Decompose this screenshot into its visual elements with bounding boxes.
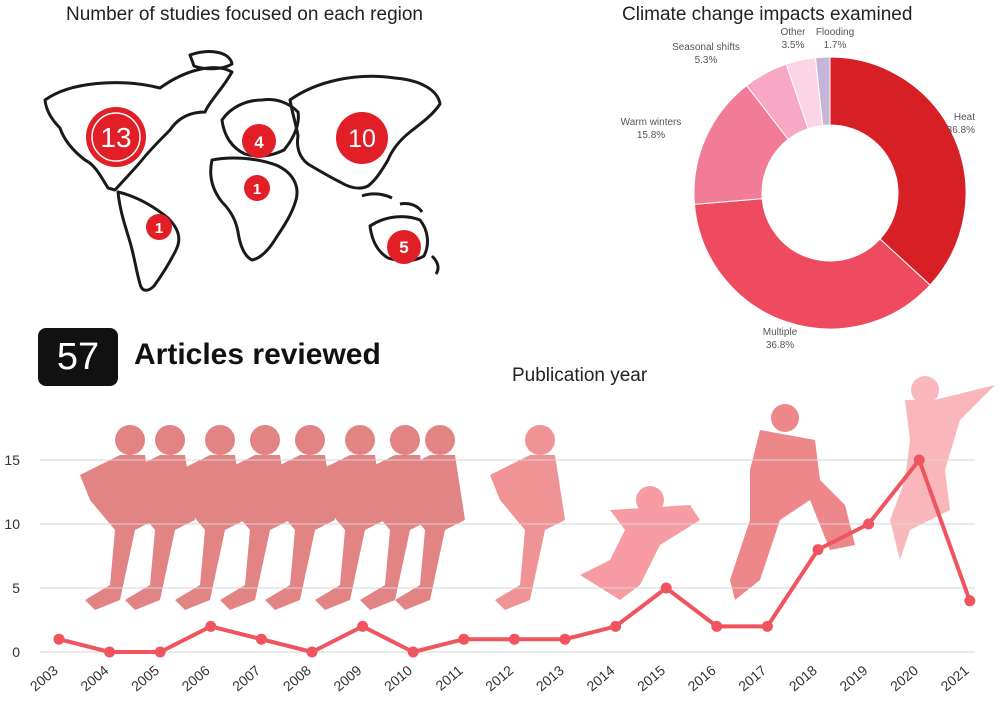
x-tick-label: 2011 — [432, 662, 466, 694]
donut-slice-multiple — [693, 198, 931, 330]
y-tick-label: 5 — [12, 580, 20, 596]
slice-label: Multiple — [763, 327, 798, 338]
runner-silhouette — [890, 376, 995, 560]
data-point-2003 — [53, 633, 65, 645]
continent-africa — [209, 156, 299, 262]
slice-percent: 3.5% — [782, 40, 805, 51]
count-south-america: 1 — [155, 220, 163, 237]
data-point-2016 — [711, 620, 723, 632]
data-point-2011 — [458, 633, 470, 645]
x-tick-label: 2010 — [381, 662, 415, 694]
runner-silhouette — [580, 486, 700, 600]
map-title: Number of studies focused on each region — [66, 4, 423, 25]
x-tick-label: 2003 — [27, 662, 61, 694]
data-point-2018 — [812, 544, 824, 556]
runner-silhouette — [730, 404, 855, 600]
data-point-2010 — [407, 646, 419, 658]
y-tick-label: 0 — [12, 644, 20, 660]
line-chart-title: Publication year — [512, 365, 648, 386]
runner-silhouette — [390, 425, 465, 610]
donut-slice-heat — [829, 56, 967, 286]
data-point-2012 — [508, 633, 520, 645]
articles-count-badge: 57 — [38, 328, 118, 386]
x-tick-label: 2006 — [179, 662, 213, 694]
data-point-2006 — [205, 620, 217, 632]
y-gridlines: 0 5 10 15 — [4, 452, 975, 660]
marker-asia — [336, 112, 388, 164]
x-tick-label: 2015 — [634, 662, 668, 694]
runner-silhouette — [80, 425, 155, 610]
marker-australia — [387, 230, 421, 264]
y-tick-label: 15 — [4, 452, 20, 468]
slice-label: Seasonal shifts — [672, 42, 740, 53]
runner-silhouette — [260, 425, 335, 610]
slice-label: Warm winters — [621, 117, 682, 128]
count-africa: 1 — [253, 181, 261, 198]
data-point-2013 — [559, 633, 571, 645]
count-australia: 5 — [399, 238, 408, 257]
articles-label: Articles reviewed — [134, 338, 381, 371]
count-europe: 4 — [254, 133, 264, 152]
slice-percent: 1.7% — [824, 40, 847, 51]
x-tick-label: 2018 — [786, 662, 820, 694]
slice-percent: 36.8% — [947, 125, 975, 136]
data-point-2019 — [863, 518, 875, 530]
continent-asia — [288, 74, 442, 190]
data-point-2015 — [660, 582, 672, 594]
x-tick-label: 2004 — [77, 662, 111, 694]
data-point-2017 — [761, 620, 773, 632]
data-point-2009 — [357, 620, 369, 632]
count-north-america: 13 — [100, 122, 131, 153]
data-point-2007 — [255, 633, 267, 645]
x-tick-label: 2019 — [836, 662, 870, 694]
runner-silhouette — [120, 425, 195, 610]
continent-greenland — [188, 50, 234, 71]
x-tick-label: 2021 — [938, 662, 972, 694]
x-tick-label: 2014 — [583, 662, 617, 694]
x-tick-label: 2020 — [887, 662, 921, 694]
continent-indonesia — [361, 192, 424, 213]
continent-europe — [220, 98, 300, 158]
slice-label: Other — [780, 27, 806, 38]
donut-title: Climate change impacts examined — [622, 4, 913, 25]
y-tick-label: 10 — [4, 516, 20, 532]
count-asia: 10 — [348, 125, 376, 153]
data-point-2008 — [306, 646, 318, 658]
continent-north-america — [43, 66, 234, 192]
data-point-2005 — [154, 646, 166, 658]
continent-australia — [368, 215, 429, 263]
data-point-2004 — [104, 646, 116, 658]
x-tick-label: 2007 — [229, 662, 263, 694]
runner-silhouette — [490, 425, 565, 610]
slice-percent: 5.3% — [695, 55, 718, 66]
x-tick-label: 2008 — [280, 662, 314, 694]
x-tick-label: 2017 — [735, 662, 769, 694]
x-tick-label: 2013 — [533, 662, 567, 694]
slice-percent: 15.8% — [637, 130, 665, 141]
x-tick-label: 2009 — [330, 662, 364, 694]
data-point-2020 — [913, 454, 925, 466]
marker-south-america — [146, 214, 172, 240]
marker-africa — [244, 175, 270, 201]
x-tick-label: 2005 — [128, 662, 162, 694]
marker-north-america — [86, 107, 146, 167]
x-tick-label: 2016 — [685, 662, 719, 694]
data-point-2021 — [964, 595, 976, 607]
marker-europe — [242, 124, 276, 158]
donut-slice-flooding — [814, 56, 831, 126]
slice-label: Heat — [954, 112, 975, 123]
slice-label: Flooding — [816, 27, 854, 38]
continent-new-zealand — [430, 254, 440, 275]
runner-silhouettes — [80, 376, 995, 610]
data-point-2014 — [610, 620, 622, 632]
slice-percent: 36.8% — [766, 340, 794, 351]
x-tick-label: 2012 — [482, 662, 516, 694]
region-markers — [86, 107, 421, 264]
